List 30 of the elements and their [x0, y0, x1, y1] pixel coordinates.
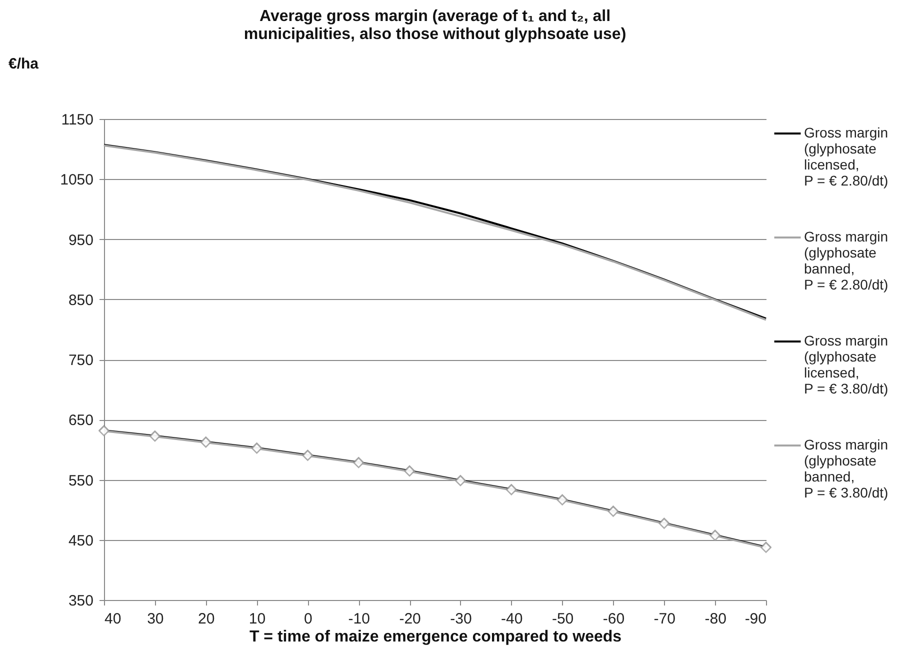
y-tick-label: 1050 [60, 172, 94, 189]
y-tick-label: 650 [68, 412, 94, 430]
y-tick-label: 950 [68, 232, 94, 249]
legend-label: Gross margin (glyphosate licensed, P = € 2.80/dt) [804, 124, 888, 188]
y-tick-label: 1150 [61, 112, 94, 128]
x-tick-label: 20 [198, 610, 215, 628]
y-tick-label: 550 [68, 472, 94, 490]
chart-title: Average gross margin (average of t₁ and t₂, all municipalities, also those without glyphsoate use) [244, 8, 626, 43]
y-tick-label: 850 [68, 292, 94, 309]
x-tick-label: -60 [602, 610, 625, 628]
x-tick-label: -80 [704, 610, 726, 628]
x-tick-label: -40 [501, 610, 523, 628]
x-tick-label: -70 [654, 610, 676, 628]
x-tick-label: -30 [450, 610, 472, 628]
y-tick-label: 450 [68, 532, 94, 550]
x-tick-label: 40 [104, 610, 122, 628]
x-tick-label: -50 [552, 610, 574, 628]
x-tick-label: -90 [744, 610, 766, 628]
legend-label: Gross margin (glyphosate licensed, P = € 3.80/dt) [804, 332, 888, 396]
x-axis-title: T = time of maize emergence compared to weeds [249, 628, 622, 646]
x-tick-label: -20 [399, 610, 421, 628]
x-tick-label: 0 [304, 610, 312, 628]
y-axis-title: €/ha [8, 56, 40, 72]
legend-label: Gross margin (glyphosate banned, P = € 3.80/dt) [804, 436, 888, 500]
y-tick-label: 750 [68, 352, 94, 369]
y-tick-label: 350 [68, 592, 94, 610]
x-tick-label: 30 [147, 610, 164, 628]
x-tick-label: 10 [248, 610, 266, 628]
legend-label: Gross margin (glyphosate banned, P = € 2.80/dt) [804, 228, 888, 292]
x-tick-label: -10 [348, 610, 370, 628]
